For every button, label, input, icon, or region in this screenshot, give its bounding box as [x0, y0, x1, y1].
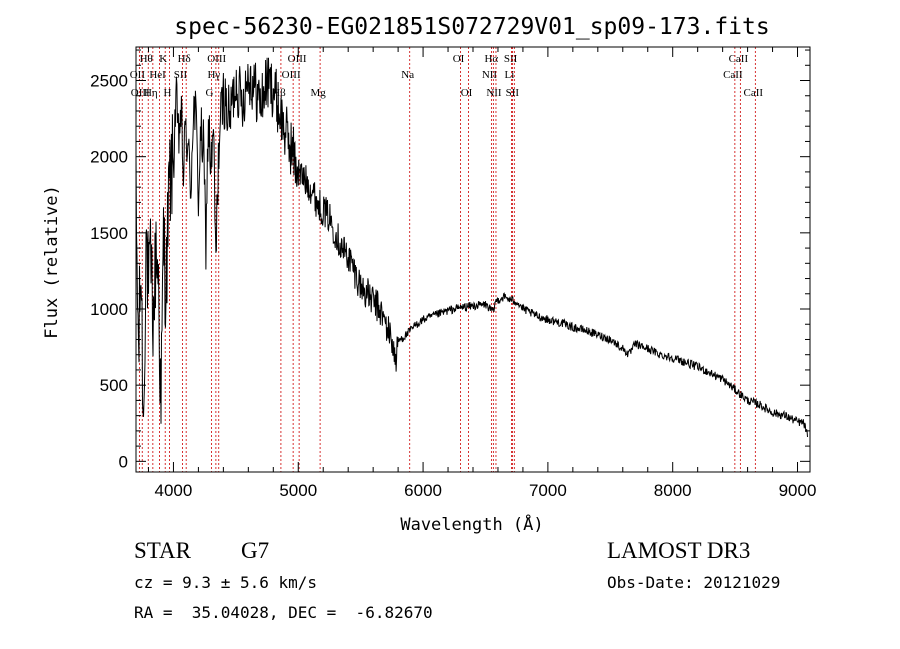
- marker-label-16: Na: [401, 69, 414, 81]
- y-tick-label: 0: [119, 452, 128, 471]
- marker-label-12: OIII: [288, 53, 307, 65]
- y-tick-label: 500: [100, 376, 128, 395]
- x-axis-label: Wavelength (Å): [400, 513, 543, 535]
- marker-label-13: OIII: [282, 69, 301, 81]
- marker-label-21: NII: [482, 69, 498, 81]
- y-tick-label: 1000: [90, 300, 128, 319]
- marker-label-0: Hθ: [140, 53, 153, 65]
- survey-label: LAMOST DR3: [607, 538, 751, 563]
- redshift-info: cz = 9.3 ± 5.6 km/s: [134, 573, 318, 592]
- y-tick-label: 1500: [90, 224, 128, 243]
- marker-label-17: OI: [453, 53, 465, 65]
- marker-label-3: Hη: [144, 87, 158, 99]
- y-axis-label: Flux (relative): [42, 185, 62, 339]
- x-tick-label: 7000: [529, 481, 567, 500]
- y-tick-label: 2500: [90, 72, 128, 91]
- x-tick-label: 4000: [155, 481, 193, 500]
- marker-label-27: CaII: [744, 87, 764, 99]
- marker-label-25: CaII: [729, 53, 749, 65]
- subclass-label: G7: [241, 538, 270, 563]
- plot-frame: [135, 46, 811, 473]
- marker-label-5: HeI: [149, 69, 166, 81]
- x-tick-label: 8000: [654, 481, 692, 500]
- marker-label-10: Hγ: [207, 69, 220, 81]
- marker-label-7: Hδ: [178, 53, 191, 65]
- obs-date-info: Obs-Date: 20121029: [607, 573, 781, 592]
- marker-label-9: OIII: [207, 53, 226, 65]
- x-tick-label: 6000: [404, 481, 442, 500]
- marker-label-1: OII: [130, 69, 146, 81]
- marker-label-8: SII: [174, 69, 188, 81]
- spectrum-series: [135, 57, 808, 438]
- coordinates-info: RA = 35.04028, DEC = -6.82670: [134, 603, 433, 622]
- x-tick-label: 5000: [279, 481, 317, 500]
- marker-label-23: NII: [486, 87, 502, 99]
- marker-label-18: OI: [461, 87, 473, 99]
- marker-label-6: H: [163, 87, 171, 99]
- marker-label-4: K: [159, 53, 167, 65]
- y-tick-label: 2000: [90, 148, 128, 167]
- x-tick-label: 9000: [779, 481, 817, 500]
- chart-title: spec-56230-EG021851S072729V01_sp09-173.f…: [174, 14, 769, 40]
- marker-label-22: Li: [505, 69, 515, 81]
- marker-label-20: SII: [504, 53, 518, 65]
- marker-label-15: Mg: [310, 87, 326, 99]
- marker-label-26: CaII: [723, 69, 743, 81]
- class-label: STAR: [134, 538, 191, 563]
- spectrum-line: [135, 57, 808, 438]
- axes: 4000 5000 6000 7000 8000 9000 0 500 1000 1500 2000…: [90, 46, 817, 500]
- marker-label-24: SII: [506, 87, 520, 99]
- marker-label-11: G: [206, 87, 214, 99]
